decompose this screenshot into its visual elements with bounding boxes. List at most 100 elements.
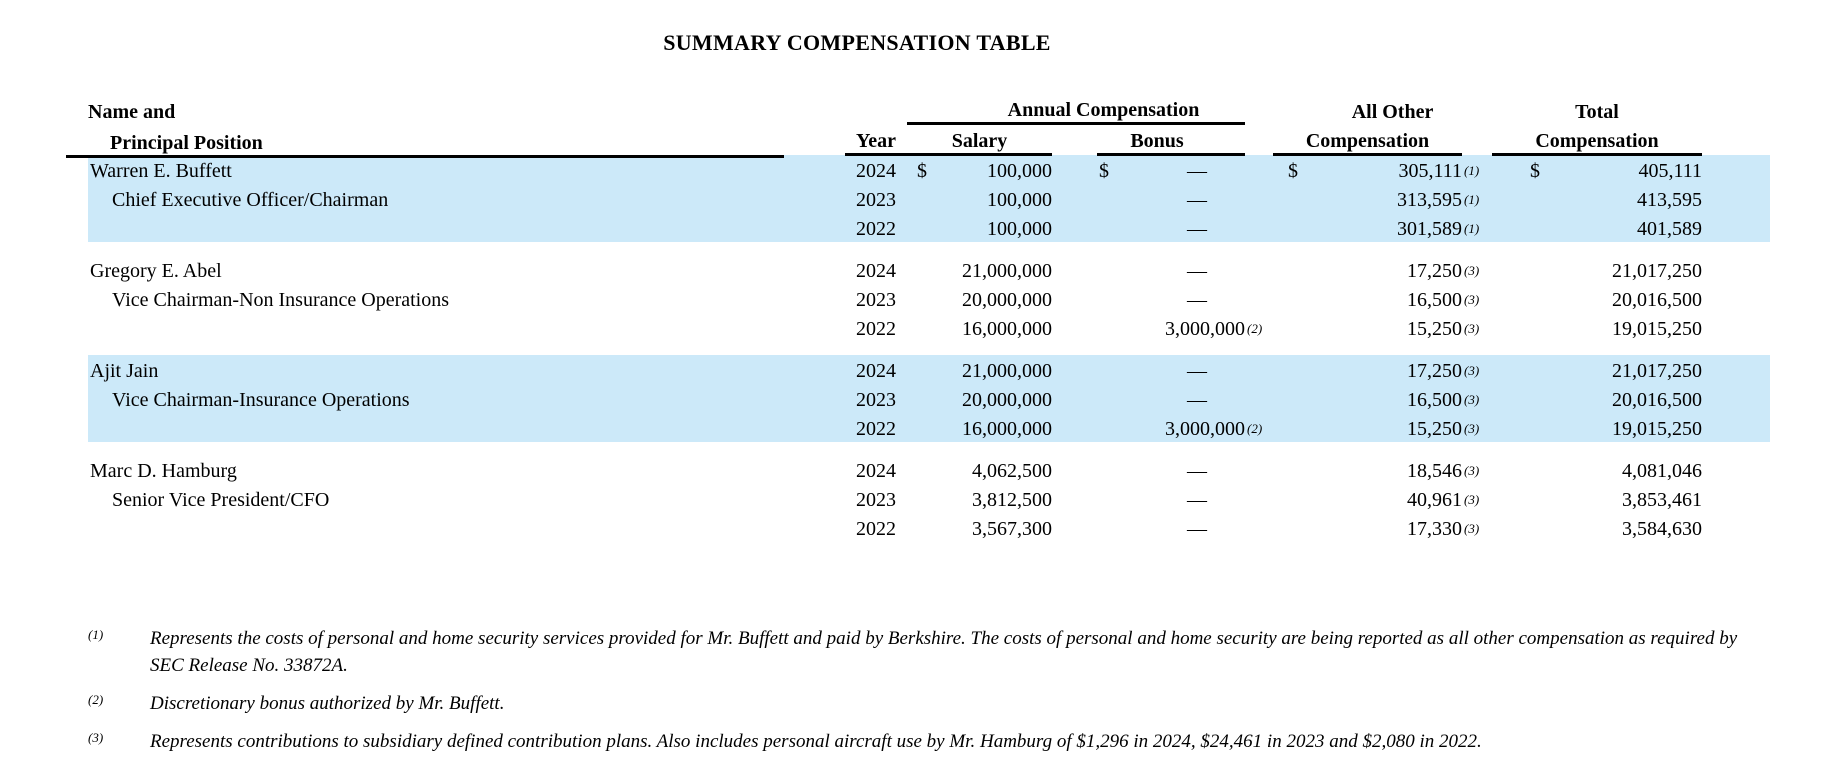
header-empty [1702,90,1770,124]
all-other-compensation-cell: 15,250 [1273,313,1462,342]
spacer-row [88,442,1770,455]
executive-name: Marc D. Hamburg [90,459,237,482]
salary-cell-value: 100,000 [987,217,1052,240]
total-compensation-cell: 401,589 [1492,212,1703,242]
all-other-compensation-cell-value: 17,250 [1407,359,1463,382]
all-other-compensation-cell-value: 17,330 [1407,517,1463,540]
gap-cell [1052,513,1097,542]
all-other-compensation-cell: $305,111 [1273,154,1463,184]
all-other-compensation-cell-value: 15,250 [1407,417,1463,440]
total-compensation-cell: 19,015,250 [1492,313,1702,342]
bonus-footnote-ref [1245,513,1273,542]
bonus-cell-value: — [1187,288,1208,311]
header-empty [845,90,907,124]
total-compensation-cell: 19,015,250 [1492,412,1703,442]
spacer-row [88,242,1770,255]
header-annual-compensation: Annual Compensation [907,90,1246,125]
all-other-footnote-ref: (3) [1464,291,1480,307]
footnote: (3) Represents contributions to subsidiar… [88,728,1748,755]
all-other-compensation-cell-value: 301,589 [1397,217,1463,240]
all-other-footnote-ref: (3) [1464,262,1480,278]
footnote-text: Discretionary bonus authorized by Mr. Bu… [150,693,505,714]
total-compensation-cell-value: 19,015,250 [1612,317,1703,340]
spacer-cell [88,342,1770,355]
salary-cell: 20,000,000 [907,284,1052,313]
header-name-line2-label: Principal Position [110,131,263,154]
year-cell: 2022 [856,317,896,340]
right-pad-cell [1702,513,1770,542]
year-cell: 2024 [845,354,907,384]
total-compensation-cell-value: 21,017,250 [1612,359,1703,382]
header-all-other-line1: All Other [1351,100,1434,123]
currency-symbol: $ [1099,159,1109,182]
bonus-cell-value: — [1187,517,1208,540]
right-pad-cell [1702,284,1770,313]
salary-cell: 21,000,000 [907,255,1052,284]
all-other-footnote-ref: (1) [1462,154,1493,184]
right-pad-cell [1702,212,1771,242]
table-row: Ajit Jain 2024 21,000,000 — 17,250 (3) 21,017,… [88,354,1771,384]
header-empty [1245,90,1273,124]
salary-cell-value: 21,000,000 [962,359,1052,382]
total-compensation-cell-value: 20,016,500 [1612,388,1703,411]
right-pad-cell [1702,183,1771,213]
gap-cell [1052,455,1097,484]
bonus-footnote-ref [1245,383,1274,413]
all-other-footnote-ref: (1) [1462,183,1493,213]
bonus-cell: — [1097,455,1245,484]
total-compensation-cell: 20,016,500 [1492,284,1702,313]
all-other-compensation-cell: 17,250 [1273,354,1463,384]
bonus-cell-value: — [1187,259,1208,282]
table-row: Vice Chairman-Non Insurance Operations 20… [88,284,1770,313]
all-other-compensation-cell-value: 18,546 [1407,459,1463,482]
executive-title: Senior Vice President/CFO [112,488,330,511]
total-compensation-cell-value: 405,111 [1638,159,1703,182]
footnote-marker: (3) [88,730,104,745]
all-other-footnote-ref: (3) [1464,462,1480,478]
year-cell: 2023 [845,183,907,213]
year-cell: 2022 [856,517,896,540]
total-compensation-cell: 3,584,630 [1492,513,1702,542]
bonus-cell-value: — [1187,217,1208,240]
all-other-footnote-ref: (3) [1462,354,1493,384]
right-pad-cell [1702,313,1770,342]
gap-cell [1052,484,1097,513]
table-row: 2022 100,000 — 301,589 (1) 401,589 [88,212,1771,242]
bonus-cell: — [1097,255,1245,284]
bonus-footnote-ref [1245,154,1274,184]
total-compensation-cell-value: 413,595 [1637,188,1703,211]
bonus-cell: — [1097,513,1245,542]
all-other-footnote-ref: (3) [1462,383,1493,413]
all-other-compensation-cell-value: 17,250 [1407,259,1463,282]
bonus-cell: — [1097,484,1245,513]
salary-cell: 4,062,500 [907,455,1052,484]
salary-cell-value: 3,812,500 [972,488,1052,511]
salary-cell-value: 20,000,000 [962,388,1052,411]
year-cell: 2023 [845,383,907,413]
empty-name-cell [88,513,845,542]
gap-cell [1052,154,1097,184]
all-other-compensation-cell: 17,330 [1273,513,1462,542]
salary-cell: 16,000,000 [907,412,1052,442]
all-other-compensation-cell-value: 15,250 [1407,317,1463,340]
executive-name: Warren E. Buffett [88,154,845,184]
executive-name: Gregory E. Abel [90,259,222,282]
total-compensation-cell: 3,853,461 [1492,484,1702,513]
all-other-compensation-cell-value: 16,500 [1407,288,1463,311]
bonus-footnote-ref [1245,183,1274,213]
bonus-footnote-ref [1245,455,1273,484]
footnote: (1) Represents the costs of personal and … [88,625,1748,679]
table-row: Senior Vice President/CFO 2023 3,812,500 — 4… [88,484,1770,513]
bonus-cell-value: — [1187,159,1208,182]
header-salary: Salary [907,123,1052,156]
empty-name-cell [88,212,845,242]
all-other-footnote-ref: (3) [1464,491,1480,507]
bonus-cell-value: — [1187,188,1208,211]
table-row: Chief Executive Officer/Chairman 2023 100,… [88,183,1771,213]
spacer-cell [88,442,1770,455]
salary-cell-value: 20,000,000 [962,288,1052,311]
header-year: Year [845,123,907,156]
total-compensation-cell-value: 4,081,046 [1622,459,1703,482]
salary-cell: 20,000,000 [907,383,1052,413]
footnotes: (1) Represents the costs of personal and … [88,625,1748,766]
